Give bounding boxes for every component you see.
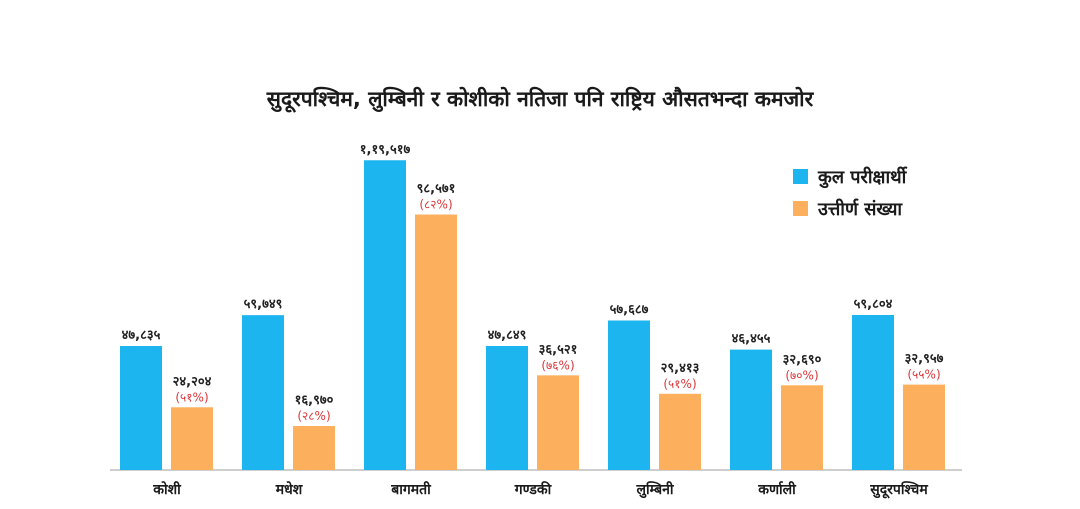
value-label-group: ४७,८३५२४,२०४(५१%)५९,७४९१६,९७०(२८%)१,१९,५… bbox=[122, 142, 944, 423]
percent-label-passed: (८२%) bbox=[419, 198, 452, 212]
value-label-passed: ३६,५२१ bbox=[539, 342, 578, 357]
percent-label-passed: (२८%) bbox=[297, 409, 330, 423]
bar-group bbox=[120, 160, 945, 470]
legend-swatch-passed bbox=[793, 201, 808, 216]
percent-label-passed: (५१%) bbox=[175, 390, 208, 404]
value-label-total: ५९,८०४ bbox=[854, 297, 893, 312]
value-label-passed: २४,२०४ bbox=[173, 374, 212, 389]
percent-label-passed: (५५%) bbox=[907, 368, 940, 382]
value-label-total: ४६,४५५ bbox=[732, 332, 771, 347]
value-label-passed: ३२,९५७ bbox=[905, 352, 944, 367]
category-label: बागमती bbox=[390, 481, 432, 498]
value-label-passed: २९,४१३ bbox=[661, 361, 700, 376]
legend-swatch-total bbox=[793, 169, 808, 184]
category-label: कर्णाली bbox=[757, 481, 797, 498]
bar-total bbox=[242, 315, 284, 470]
category-label: मधेश bbox=[275, 481, 303, 498]
value-label-total: ४७,८४९ bbox=[488, 328, 527, 343]
value-label-passed: ९८,५७१ bbox=[417, 182, 456, 197]
category-label: गण्डकी bbox=[514, 481, 553, 498]
legend-label-passed: उत्तीर्ण संख्या bbox=[817, 198, 903, 220]
bar-total bbox=[730, 349, 772, 470]
value-label-passed: ३२,६९० bbox=[783, 352, 822, 367]
bar-total bbox=[364, 160, 406, 470]
chart-title: सुदूरपश्चिम, लुम्बिनी र कोशीको नतिजा पनि… bbox=[266, 86, 815, 113]
value-label-total: १,१९,५१७ bbox=[360, 142, 411, 157]
bar-passed bbox=[537, 375, 579, 470]
bar-passed bbox=[171, 407, 213, 470]
bar-passed bbox=[415, 214, 457, 470]
category-label: लुम्बिनी bbox=[635, 481, 674, 499]
bar-passed bbox=[903, 384, 945, 470]
bar-total bbox=[608, 320, 650, 470]
bar-total bbox=[486, 345, 528, 470]
percent-label-passed: (७६%) bbox=[541, 358, 574, 372]
percent-label-passed: (५१%) bbox=[663, 377, 696, 391]
category-label-group: कोशी मधेश बागमती गण्डकी लुम्बिनी कर्णाली सुदूर… bbox=[152, 481, 928, 499]
value-label-total: ५९,७४९ bbox=[244, 297, 283, 312]
category-label: कोशी bbox=[152, 481, 182, 498]
bar-passed bbox=[659, 393, 701, 470]
value-label-passed: १६,९७० bbox=[295, 393, 334, 408]
legend-label-total: कुल परीक्षार्थी bbox=[817, 166, 908, 189]
value-label-total: ४७,८३५ bbox=[122, 328, 161, 343]
bar-total bbox=[852, 315, 894, 470]
bar-passed bbox=[781, 385, 823, 470]
legend: कुल परीक्षार्थी उत्तीर्ण संख्या bbox=[793, 166, 908, 220]
bar-total bbox=[120, 346, 162, 470]
bar-passed bbox=[293, 426, 335, 470]
value-label-total: ५७,६८७ bbox=[610, 302, 649, 317]
category-label: सुदूरपश्चिम bbox=[869, 481, 928, 499]
percent-label-passed: (७०%) bbox=[785, 368, 818, 382]
